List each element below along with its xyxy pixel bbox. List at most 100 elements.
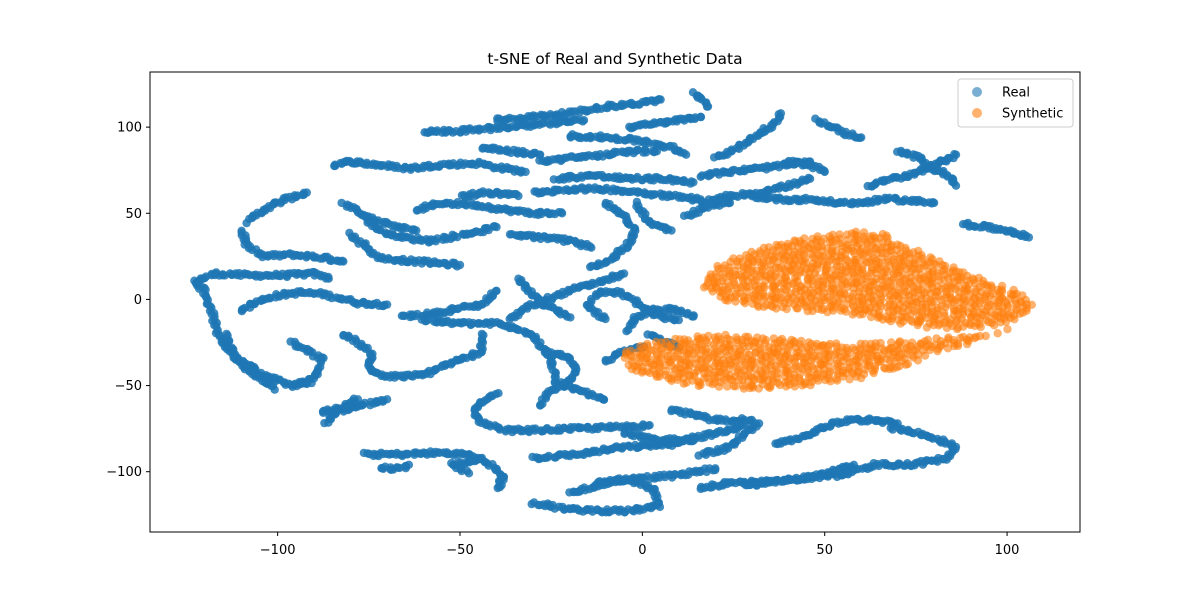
synthetic-point [883,255,892,264]
real-point [893,419,902,428]
real-point [703,102,713,111]
plot-area [149,71,1081,533]
real-point [295,379,304,388]
real-point [222,329,231,339]
real-point [514,191,523,201]
legend-marker-synthetic [972,108,982,118]
real-point [849,460,859,469]
synthetic-point [859,228,869,237]
real-point [565,488,574,497]
real-point [674,315,683,325]
synthetic-point [714,332,723,341]
points-layer [190,88,1037,517]
real-point [725,198,735,208]
real-point [477,453,487,463]
real-point [324,274,333,283]
real-point [929,198,939,208]
y-tick-label: 50 [125,207,142,222]
synthetic-point [869,231,878,241]
synthetic-point [643,339,652,349]
real-point [455,260,465,270]
synthetic-point [898,270,907,279]
synthetic-point [941,261,950,271]
legend: Real Synthetic [957,78,1074,128]
y-tick-label: 100 [117,121,142,136]
synthetic-point [777,334,787,344]
real-point [776,109,786,118]
synthetic-point [981,331,990,341]
synthetic-point [764,243,773,252]
real-point [857,133,866,142]
real-point [740,415,749,425]
chart-title: t-SNE of Real and Synthetic Data [487,50,742,68]
synthetic-point [917,271,926,280]
y-tick-label: −50 [115,379,142,394]
synthetic-point [864,247,873,257]
synthetic-point [684,336,693,345]
real-point [601,198,611,208]
synthetic-point [928,255,937,264]
synthetic-point [923,335,933,344]
synthetic-point [800,234,809,243]
synthetic-point [735,254,744,263]
real-point [805,174,815,183]
real-point [641,148,651,157]
synthetic-point [852,255,861,265]
real-point [353,395,363,404]
real-point [696,112,705,122]
synthetic-point [917,250,926,260]
synthetic-point [993,329,1002,338]
real-point [610,102,619,111]
real-point [951,181,961,190]
y-tick-label: −100 [106,465,142,480]
real-point [619,269,629,278]
real-point [492,286,501,295]
synthetic-point [1009,285,1018,295]
synthetic-point [882,231,891,240]
x-tick-label: −100 [260,543,296,558]
real-point [839,198,848,207]
synthetic-point [857,244,866,253]
synthetic-point [835,230,844,239]
real-point [492,222,501,232]
x-tick-label: 100 [995,543,1020,558]
legend-label-real: Real [1002,86,1030,101]
real-point [302,188,311,197]
synthetic-point [777,240,786,249]
real-point [550,377,559,387]
synthetic-point [887,240,896,250]
real-point [689,312,698,321]
synthetic-point [626,346,635,355]
synthetic-point [729,254,738,263]
real-point [543,346,552,356]
synthetic-point [916,286,926,295]
real-point [689,178,698,187]
x-tick-label: 50 [816,543,833,558]
synthetic-point [974,273,984,283]
real-point [645,421,654,430]
real-point [514,274,523,283]
real-point [681,150,691,159]
real-point [339,257,348,266]
legend-label-synthetic: Synthetic [1002,107,1063,122]
real-point [477,329,487,339]
real-point [601,357,611,366]
synthetic-point [997,281,1007,291]
synthetic-point [761,335,770,345]
real-point [579,116,589,125]
synthetic-point [822,271,831,280]
real-point [536,150,545,159]
real-point [754,419,764,428]
synthetic-point [797,336,806,346]
real-point [1024,233,1034,242]
real-point [820,167,829,177]
real-point [382,300,392,309]
synthetic-point [851,227,861,236]
real-point [404,460,414,469]
real-point [696,484,705,494]
real-point [499,472,508,482]
real-point [412,226,421,235]
synthetic-point [935,257,944,266]
real-point [557,209,567,218]
synthetic-point [828,230,837,239]
